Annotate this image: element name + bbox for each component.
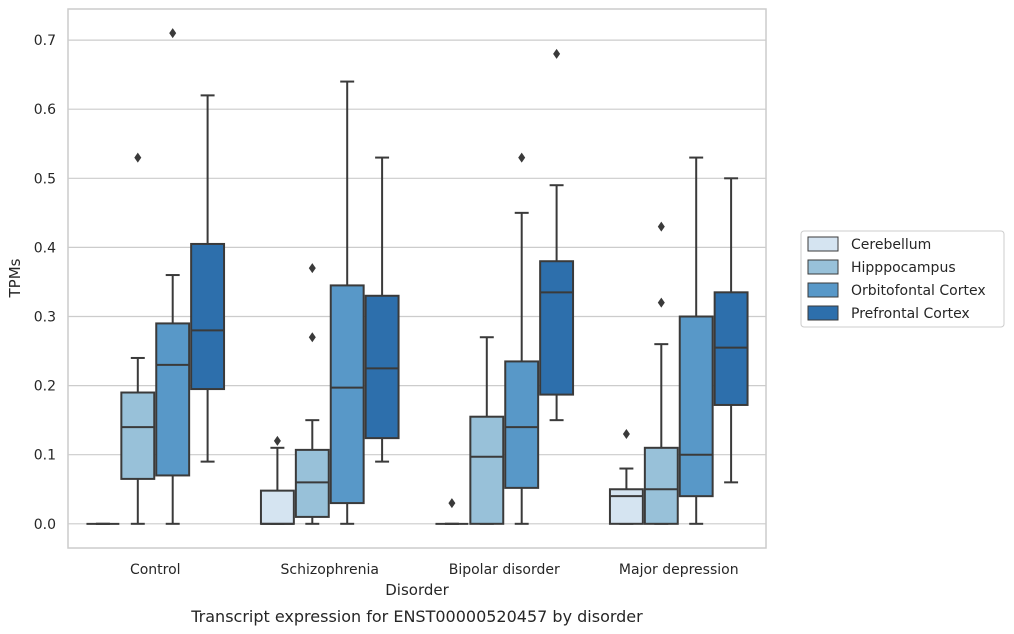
box-hipppocampus-0 [120, 152, 156, 525]
outlier-point [134, 152, 142, 163]
box-body [259, 489, 295, 525]
legend: Cerebellum Hipppocampus Orbitofontal Corte… [800, 230, 1005, 328]
legend-frame [800, 230, 1005, 328]
outlier-point [169, 28, 177, 39]
box-orbitofontal-cortex-0 [155, 28, 191, 525]
box-body [678, 315, 714, 498]
y-tick-label: 0.2 [34, 379, 56, 395]
box-prefrontal-cortex-0 [190, 94, 226, 463]
legend-swatch [807, 282, 839, 298]
outlier-point [553, 48, 561, 59]
x-tick-labels: Control Schizophrenia Bipolar disorder Majo… [130, 562, 739, 578]
box-prefrontal-cortex-1 [364, 156, 400, 463]
box-body [469, 415, 505, 525]
y-tick-label: 0.4 [34, 240, 56, 256]
legend-label: Hipppocampus [851, 260, 956, 276]
y-axis-label: TPMs [6, 258, 24, 298]
box-hipppocampus-1 [294, 263, 330, 525]
box-body [504, 360, 540, 489]
box-body [120, 391, 156, 480]
box-cerebellum-3 [608, 428, 644, 525]
box-series [86, 28, 749, 525]
box-orbitofontal-cortex-1 [329, 80, 365, 525]
outlier-point [273, 435, 281, 446]
box-orbitofontal-cortex-2 [504, 152, 540, 525]
x-axis-label: Disorder [385, 581, 449, 599]
box-body [364, 294, 400, 440]
y-tick-label: 0.5 [34, 171, 56, 187]
legend-label: Orbitofontal Cortex [851, 283, 986, 299]
plot-frame [67, 8, 767, 549]
y-tick-label: 0.3 [34, 310, 56, 326]
y-tick-label: 0.0 [34, 517, 56, 533]
box-cerebellum-1 [259, 435, 295, 525]
y-tick-label: 0.6 [34, 102, 56, 118]
box-hipppocampus-2 [469, 336, 505, 525]
box-body [713, 291, 749, 406]
y-tick-labels: 0.0 0.1 0.2 0.3 0.4 0.5 0.6 0.7 [34, 33, 56, 533]
box-body [190, 242, 226, 391]
chart-caption: Transcript expression for ENST0000052045… [190, 607, 643, 626]
legend-swatch [807, 236, 839, 252]
outlier-point [448, 498, 456, 509]
legend-label: Prefrontal Cortex [851, 306, 970, 322]
outlier-point [622, 428, 630, 439]
x-tick-label: Schizophrenia [281, 562, 379, 578]
legend-swatch [807, 259, 839, 275]
x-tick-label: Bipolar disorder [449, 562, 560, 578]
outlier-point [657, 221, 665, 232]
box-hipppocampus-3 [643, 221, 679, 525]
legend-swatch [807, 305, 839, 321]
box-prefrontal-cortex-2 [539, 48, 575, 422]
box-body [539, 260, 575, 396]
box-prefrontal-cortex-3 [713, 177, 749, 484]
y-tick-label: 0.7 [34, 33, 56, 49]
x-tick-label: Major depression [619, 562, 739, 578]
box-body [155, 322, 191, 477]
box-orbitofontal-cortex-3 [678, 156, 714, 525]
box-body [608, 488, 644, 525]
legend-label: Cerebellum [851, 237, 931, 253]
outlier-point [518, 152, 526, 163]
box-body [294, 448, 330, 518]
box-cerebellum-2 [435, 498, 469, 525]
x-tick-label: Control [130, 562, 181, 578]
y-tick-label: 0.1 [34, 448, 56, 464]
outlier-point [657, 297, 665, 308]
outlier-point [308, 263, 316, 274]
box-body [329, 284, 365, 505]
box-body [643, 446, 679, 525]
outlier-point [308, 332, 316, 343]
